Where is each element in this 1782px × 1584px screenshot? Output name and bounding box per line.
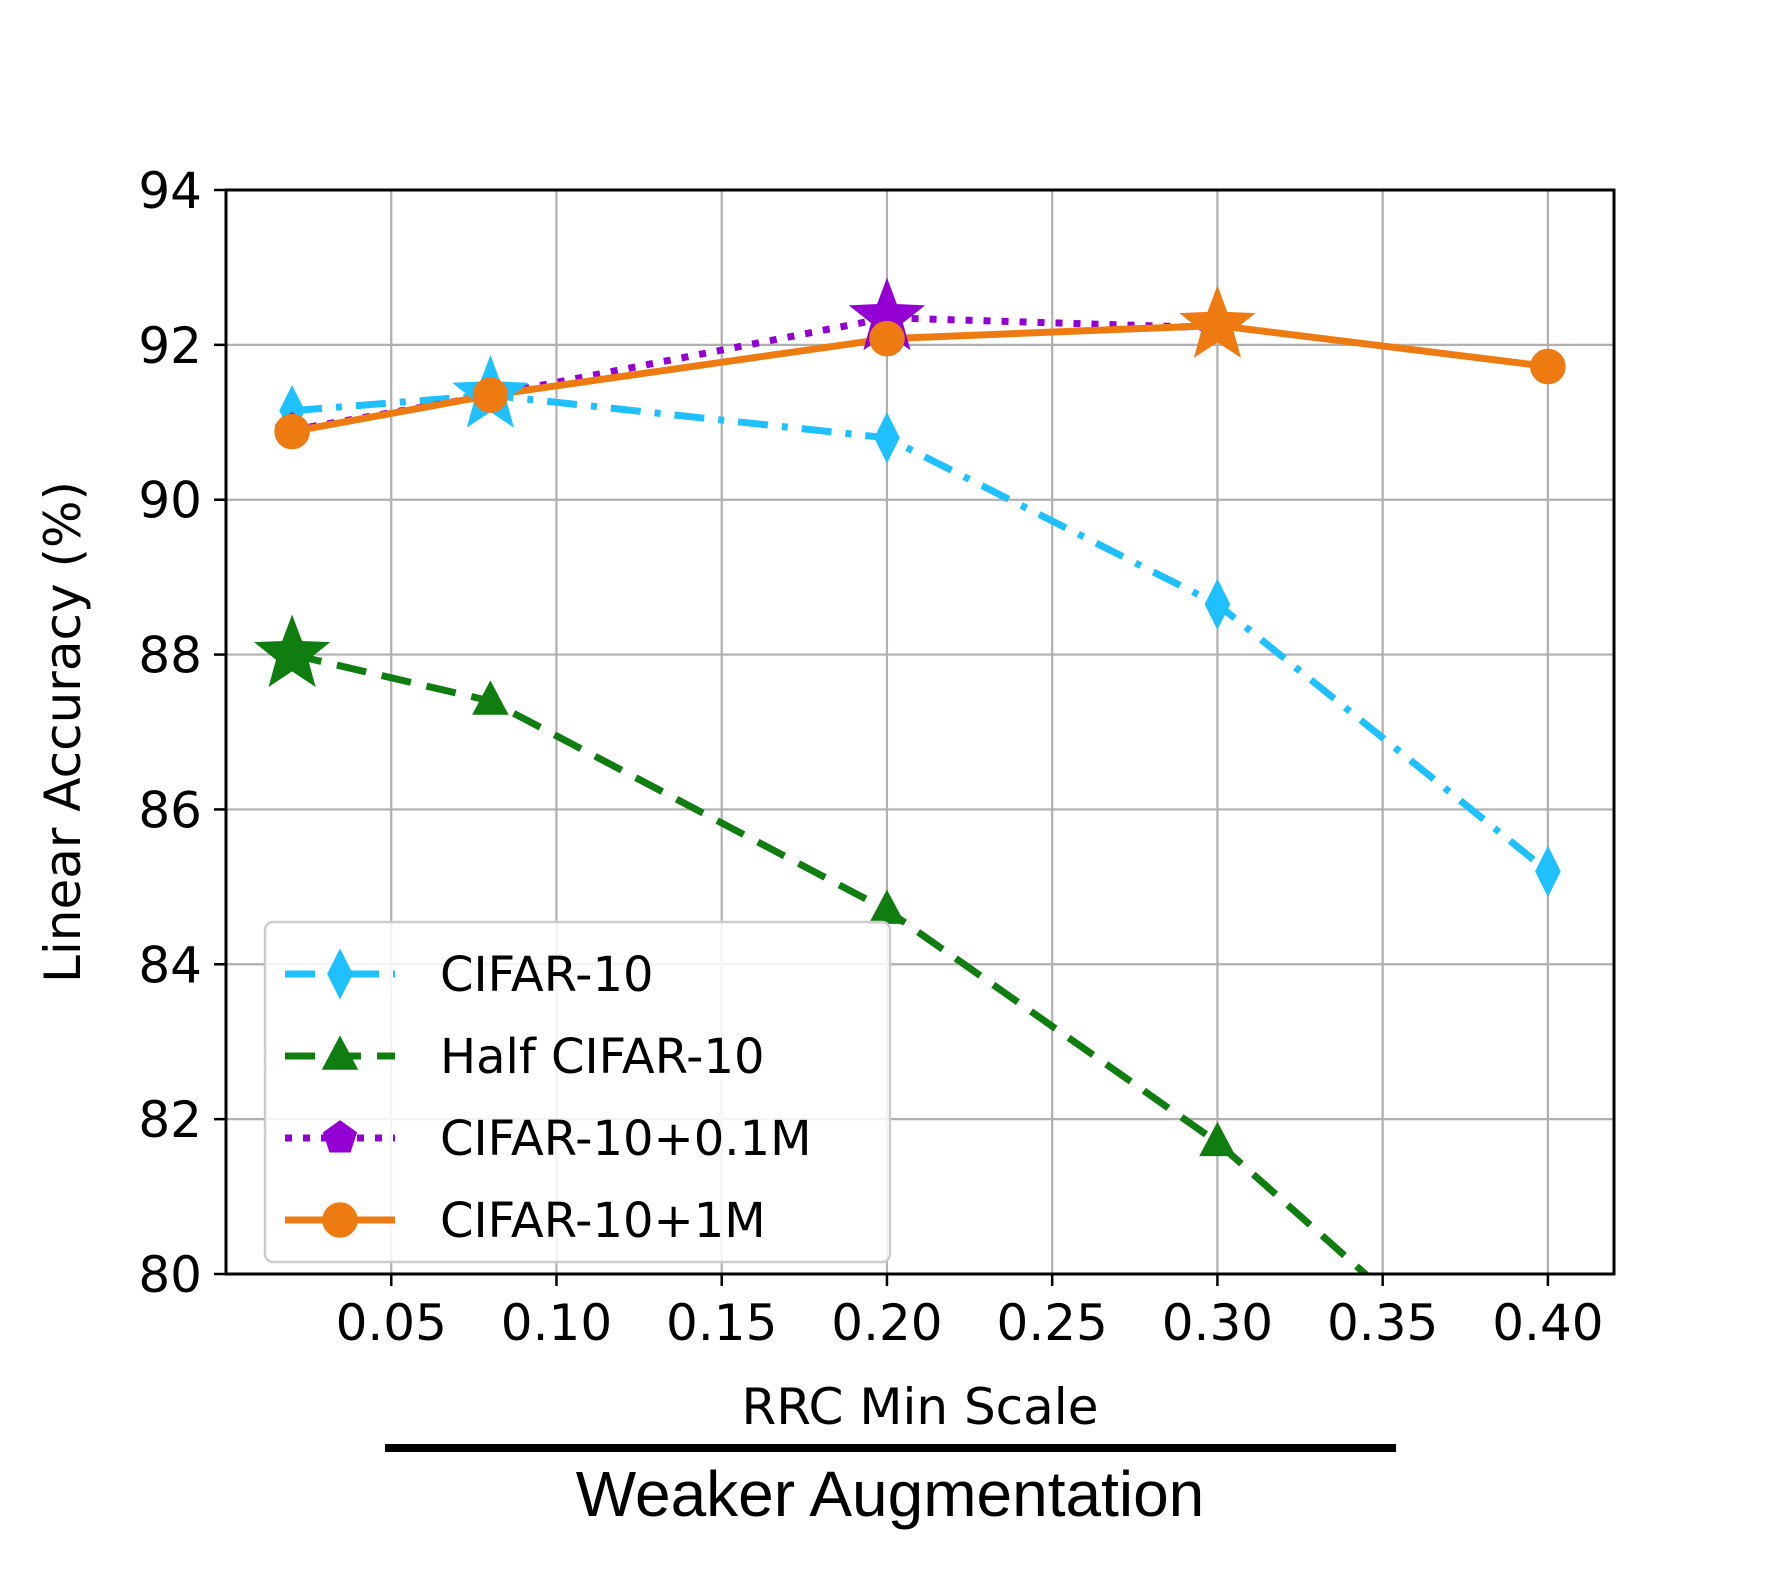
data-point-marker: [1535, 845, 1561, 898]
legend-label: Half CIFAR-10: [440, 1029, 765, 1085]
x-axis-label: RRC Min Scale: [742, 1378, 1099, 1436]
y-tick-label: 94: [138, 162, 202, 220]
data-point-marker: [1530, 348, 1566, 385]
x-tick-label: 0.25: [997, 1294, 1108, 1352]
x-tick-label: 0.10: [501, 1294, 612, 1352]
x-tick-label: 0.20: [831, 1294, 942, 1352]
legend-box: [263, 920, 892, 1264]
x-tick-label: 0.15: [666, 1294, 777, 1352]
data-point-marker: [874, 412, 900, 464]
data-point-marker: [868, 889, 906, 924]
augmentation-caption: Weaker Augmentation: [576, 1458, 1205, 1530]
legend-marker: [327, 948, 353, 1000]
data-point-marker: [1204, 578, 1231, 630]
legend-marker: [322, 1202, 358, 1238]
legend-marker: [322, 1120, 358, 1153]
markers-group: [253, 277, 1566, 1157]
y-tick-label: 86: [138, 781, 202, 839]
legend-label: CIFAR-10+0.1M: [440, 1111, 811, 1167]
data-point-marker: [472, 377, 509, 413]
best-point-marker: [253, 614, 331, 688]
legend-label: CIFAR-10+1M: [440, 1193, 766, 1249]
plot-frame: [224, 188, 1616, 1276]
x-tick-label: 0.30: [1162, 1294, 1273, 1352]
y-tick-label: 84: [138, 936, 202, 994]
data-point-marker: [472, 680, 509, 715]
best-point-marker: [1179, 285, 1256, 358]
x-tick-label: 0.35: [1327, 1294, 1438, 1352]
data-point-marker: [274, 413, 310, 450]
ticks-group: 0.05 0.10 0.15 0.20 0.25 0.30 0.35 0.40 80 82 84 86…: [138, 162, 1603, 1352]
legend-label: CIFAR-10: [440, 947, 654, 1003]
data-point-marker: [869, 320, 905, 357]
y-tick-label: 92: [138, 317, 202, 375]
legend-marker: [321, 1035, 359, 1070]
y-tick-label: 90: [138, 472, 202, 530]
x-tick-label: 0.05: [336, 1294, 447, 1352]
y-tick-label: 82: [138, 1091, 202, 1149]
y-tick-label: 88: [138, 627, 202, 685]
data-point-marker: [1199, 1121, 1236, 1157]
y-tick-label: 80: [138, 1246, 202, 1304]
series-line: [291, 391, 1551, 875]
x-tick-label: 0.40: [1492, 1294, 1603, 1352]
y-axis-label: Linear Accuracy (%): [34, 481, 92, 983]
series-line: [291, 314, 1218, 434]
legend: CIFAR-10 Half CIFAR-10 CIFAR-10+0.1M CIFAR-…: [263, 920, 892, 1264]
